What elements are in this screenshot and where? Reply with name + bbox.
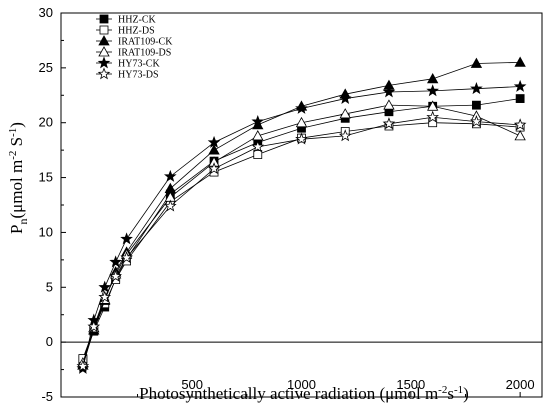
data-point-hy73-ds	[470, 114, 483, 127]
data-point-irat109-ds	[427, 100, 439, 111]
data-point-irat109-ds	[252, 130, 264, 141]
legend: HHZ-CKHHZ-DSIRAT109-CKIRAT109-DSHY73-CKH…	[96, 15, 173, 81]
data-point-hy73-ds	[207, 162, 221, 175]
data-point-hy73-ck	[513, 79, 527, 92]
data-point-hy73-ds	[338, 129, 352, 142]
data-point-hy73-ck	[251, 114, 265, 128]
data-point-hy73-ck	[470, 82, 483, 95]
data-point-irat109-ds	[295, 116, 308, 128]
legend-item-hy73-ck: HY73-CK	[96, 56, 160, 70]
data-point-hy73-ds	[109, 269, 122, 282]
y-tick-label: 0	[46, 334, 53, 349]
legend-marker	[99, 25, 109, 35]
data-point-hy73-ds	[76, 359, 90, 372]
legend-marker	[97, 56, 111, 69]
data-point-hy73-ck	[98, 280, 112, 293]
series-line-hy73-ck	[82, 86, 521, 369]
data-point-hy73-ck	[164, 169, 177, 182]
data-point-irat109-ck	[427, 73, 439, 84]
y-tick-label: 20	[39, 115, 53, 130]
data-point-hy73-ds	[98, 290, 112, 303]
y-tick-label: 30	[39, 5, 53, 20]
legend-label: HY73-CK	[118, 59, 160, 70]
data-point-irat109-ds	[383, 99, 395, 110]
y-tick-label: 15	[39, 170, 53, 185]
legend-label: HY73-DS	[118, 70, 159, 81]
series-irat109-ds	[77, 99, 526, 368]
legend-item-irat109-ds: IRAT109-DS	[96, 46, 171, 59]
legend-label: HHZ-DS	[118, 26, 155, 37]
series-line-hy73-ds	[82, 116, 521, 367]
y-tick-label: 5	[46, 279, 53, 294]
legend-label: IRAT109-CK	[118, 37, 173, 48]
legend-marker	[98, 35, 110, 46]
legend-item-hy73-ds: HY73-DS	[96, 67, 159, 81]
y-axis-title: Pn(μmol m-2 S-1)	[7, 122, 30, 234]
x-tick-label: 1500	[396, 377, 425, 392]
data-point-irat109-ck	[164, 182, 176, 193]
data-point-hy73-ck	[295, 101, 308, 114]
series-line-irat109-ds	[82, 104, 521, 364]
y-tick-label: -5	[41, 389, 53, 404]
data-point-hy73-ds	[120, 251, 133, 264]
data-point-hhz-ck	[515, 94, 525, 103]
legend-item-irat109-ck: IRAT109-CK	[96, 35, 173, 48]
legend-item-hhz-ck: HHZ-CK	[96, 15, 157, 26]
series-line-hhz-ds	[82, 122, 521, 359]
x-tick-label: 1000	[287, 377, 316, 392]
series-hy73-ck	[76, 79, 527, 374]
y-tick-label: 25	[39, 60, 53, 75]
data-point-hy73-ck	[109, 255, 122, 268]
legend-label: IRAT109-DS	[118, 48, 171, 59]
data-point-hy73-ck	[120, 232, 133, 245]
x-axis-title: Photosynthetically active radiation (μmo…	[139, 384, 469, 403]
data-point-hy73-ck	[426, 84, 440, 97]
data-point-irat109-ds	[514, 130, 526, 141]
data-point-hy73-ds	[163, 199, 177, 212]
data-point-hy73-ck	[207, 135, 221, 148]
data-point-irat109-ck	[208, 144, 220, 155]
data-point-hhz-ck	[472, 100, 481, 110]
x-tick-label: 500	[181, 377, 203, 392]
data-point-irat109-ds	[339, 108, 351, 119]
legend-item-hhz-ds: HHZ-DS	[96, 26, 155, 37]
data-point-hy73-ds	[426, 110, 440, 123]
legend-label: HHZ-CK	[118, 15, 157, 26]
series-hy73-ds	[76, 110, 527, 372]
data-point-hhz-ds	[253, 150, 263, 159]
legend-marker	[97, 67, 111, 80]
data-point-hy73-ds	[251, 140, 265, 153]
legend-marker	[98, 46, 110, 57]
data-point-hy73-ds	[295, 132, 308, 145]
series-hhz-ds	[78, 118, 525, 364]
data-point-hy73-ck	[338, 91, 352, 104]
data-point-hy73-ds	[513, 118, 527, 131]
legend-marker	[99, 14, 109, 24]
data-point-irat109-ck	[514, 56, 526, 67]
data-point-hy73-ds	[87, 320, 101, 333]
data-point-irat109-ck	[470, 57, 483, 68]
data-point-hy73-ck	[382, 85, 396, 98]
x-tick-label: 2000	[506, 377, 535, 392]
data-point-hy73-ds	[382, 117, 396, 130]
y-tick-label: 10	[39, 224, 53, 239]
